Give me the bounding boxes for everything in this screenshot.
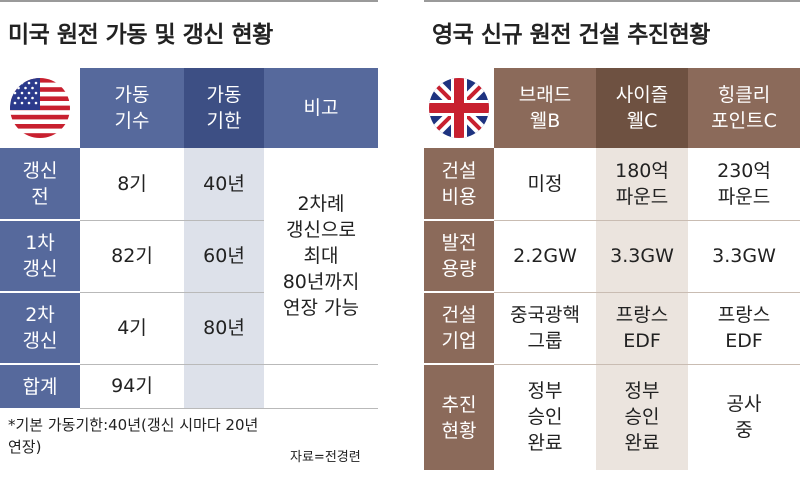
- header-operating-limit: 가동 기한: [184, 68, 264, 148]
- cell-total-count: 94기: [80, 364, 184, 409]
- uk-flag-icon: [429, 78, 489, 138]
- us-flag-cell: [0, 68, 80, 148]
- table-cell: 프랑스 EDF: [596, 292, 688, 365]
- table-cell: 정부 승인 완료: [596, 364, 688, 470]
- table-row: 추진 현황 정부 승인 완료 정부 승인 완료 공사 중: [424, 364, 800, 470]
- table-row: 발전 용량 2.2GW 3.3GW 3.3GW: [424, 220, 800, 293]
- table-cell: 미정: [494, 148, 596, 221]
- table-header-row: 브래드 웰B 사이즐 웰C 힝클리 포인트C: [424, 68, 800, 148]
- table-row: 건설 비용 미정 180억 파운드 230억 파운드: [424, 148, 800, 221]
- table-cell: 230억 파운드: [688, 148, 800, 221]
- table-cell: 3.3GW: [596, 220, 688, 293]
- table-cell: 정부 승인 완료: [527, 380, 563, 455]
- table-cell: 프랑스 EDF: [688, 292, 800, 365]
- uk-panel: 영국 신규 원전 건설 추진현황 브래드 웰B 사이즐 웰C: [424, 0, 800, 470]
- row-label-construction-cost: 건설 비용: [424, 148, 494, 221]
- table-cell: 중국광핵 그룹: [494, 292, 596, 365]
- cell-count: 82기: [80, 220, 184, 293]
- us-panel: 미국 원전 가동 및 갱신 현황: [0, 0, 378, 465]
- header-bradwell-b: 브래드 웰B: [494, 68, 596, 148]
- row-label-second-renewal: 2차 갱신: [0, 292, 80, 365]
- table-header-row: 가동 기수 가동 기한 비고: [0, 68, 378, 148]
- divider-line: [0, 0, 378, 2]
- cell-empty: [264, 364, 378, 409]
- header-operating-units: 가동 기수: [80, 68, 184, 148]
- us-status-table: 가동 기수 가동 기한 비고 갱신 전 8기 40년 2차례 갱신으로 최대 80년까지 연장…: [0, 68, 378, 409]
- footnote: *기본 가동기한:40년(갱신 시마다 20년 연장): [8, 416, 259, 456]
- uk-panel-title: 영국 신규 원전 건설 추진현황: [432, 22, 710, 48]
- table-cell: 3.3GW: [688, 220, 800, 293]
- remarks-note: 2차례 갱신으로 최대 80년까지 연장 가능: [264, 148, 378, 365]
- table-cell: 180억 파운드: [596, 148, 688, 221]
- header-hinkley-point-c: 힝클리 포인트C: [688, 68, 800, 148]
- table-cell: 공사 중: [726, 393, 762, 442]
- uk-flag-cell: [424, 68, 494, 148]
- table-row: 건설 기업 중국광핵 그룹 프랑스 EDF 프랑스 EDF: [424, 292, 800, 365]
- cell-count: 4기: [80, 292, 184, 365]
- row-label-total: 합계: [0, 364, 80, 408]
- us-flag-icon: [10, 78, 70, 138]
- us-panel-title: 미국 원전 가동 및 갱신 현황: [8, 22, 273, 48]
- row-label-before-renewal: 갱신 전: [0, 148, 80, 221]
- table-row: 갱신 전 8기 40년 2차례 갱신으로 최대 80년까지 연장 가능: [0, 148, 378, 365]
- source-credit: 자료=전경련: [290, 450, 361, 465]
- cell-limit: 80년: [184, 292, 264, 365]
- table-row: 1차 갱신 82기 60년: [0, 220, 378, 293]
- table-row: 2차 갱신 4기 80년: [0, 292, 378, 365]
- row-label-progress: 추진 현황: [424, 364, 494, 470]
- header-sizewell-c: 사이즐 웰C: [596, 68, 688, 148]
- divider-line: [424, 0, 800, 2]
- cell-count: 8기: [80, 148, 184, 221]
- cell-empty: [184, 364, 264, 409]
- cell-limit: 60년: [184, 220, 264, 293]
- header-remarks: 비고: [264, 68, 378, 148]
- row-label-first-renewal: 1차 갱신: [0, 220, 80, 293]
- uk-plants-table: 브래드 웰B 사이즐 웰C 힝클리 포인트C 건설 비용 미정 180억 파운드 230억…: [424, 68, 800, 470]
- table-cell: 2.2GW: [494, 220, 596, 293]
- cell-limit: 40년: [184, 148, 264, 221]
- row-label-builder: 건설 기업: [424, 292, 494, 365]
- row-label-capacity: 발전 용량: [424, 220, 494, 293]
- total-row: 합계 94기: [0, 364, 378, 409]
